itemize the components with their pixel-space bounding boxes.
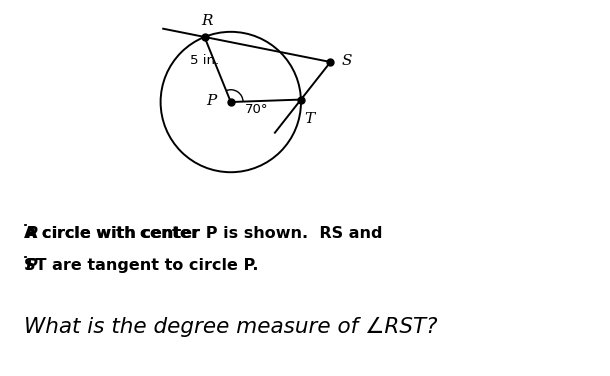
Text: R: R [201,14,213,28]
Text: 5 in.: 5 in. [190,54,220,67]
Text: 70°: 70° [245,103,268,115]
Text: A circle with center P is shown.  RS and: A circle with center P is shown. RS and [24,226,383,241]
Text: P: P [26,226,37,241]
Text: S: S [342,54,352,68]
Text: P: P [26,258,37,273]
Text: P: P [207,94,217,108]
Text: ST are tangent to circle P.: ST are tangent to circle P. [24,258,259,273]
Text: What is the degree measure of ∠RST?: What is the degree measure of ∠RST? [24,317,438,337]
Text: T: T [304,112,315,126]
Text: $\mathbf{A\ circle\ with\ center\ }$: $\mathbf{A\ circle\ with\ center\ }$ [24,225,201,241]
